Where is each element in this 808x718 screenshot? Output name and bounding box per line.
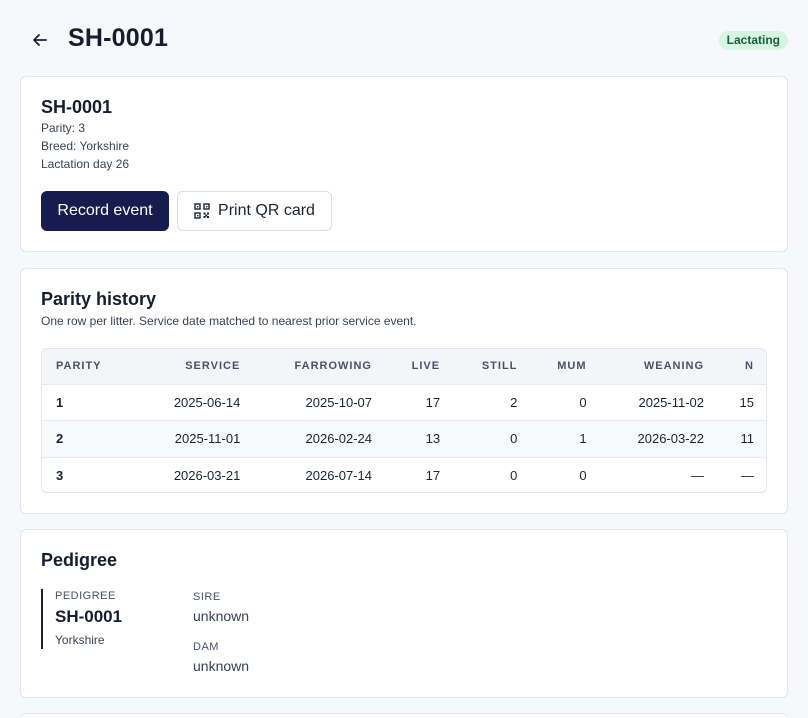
cell-parity: 2 bbox=[56, 431, 64, 447]
cell-weaning: 2026-03-22 bbox=[637, 431, 705, 447]
print-qr-card-button[interactable]: Print QR card bbox=[177, 191, 332, 231]
arrow-left-icon bbox=[33, 34, 47, 46]
column-header-live: LIVE bbox=[411, 360, 441, 373]
lactation-text: Lactation day 26 bbox=[41, 157, 130, 171]
top-bar: SH-0001 Lactating bbox=[0, 0, 808, 76]
animal-id: SH-0001 bbox=[41, 97, 113, 117]
pedigree-card: Pedigree PEDIGREE SH-0001 Yorkshire SIRE… bbox=[20, 529, 788, 698]
table-row: 1 2025-06-14 2025-10-07 17 2 0 2025-11-0… bbox=[42, 384, 766, 421]
sire-info: SIRE unknown bbox=[193, 591, 249, 624]
pedigree-name: SH-0001 bbox=[55, 607, 123, 626]
cell-live: 17 bbox=[425, 468, 441, 483]
parity-history-table: PARITY SERVICE FARROWING LIVE STILL MUM … bbox=[41, 348, 767, 493]
summary-card: SH-0001 Parity: 3 Breed: Yorkshire Lacta… bbox=[20, 76, 788, 252]
pedigree-label: PEDIGREE bbox=[55, 590, 116, 602]
parity-text: Parity: 3 bbox=[41, 121, 86, 135]
cell-farrowing: 2026-02-24 bbox=[305, 431, 373, 447]
print-qr-label: Print QR card bbox=[218, 202, 315, 219]
table-header-row: PARITY SERVICE FARROWING LIVE STILL MUM … bbox=[42, 349, 766, 384]
sire-label: SIRE bbox=[193, 591, 221, 603]
parity-history-title: Parity history bbox=[41, 289, 157, 309]
cell-parity: 3 bbox=[56, 468, 64, 483]
page-title: SH-0001 bbox=[68, 24, 169, 52]
next-card bbox=[20, 713, 788, 718]
dam-info: DAM unknown bbox=[193, 641, 249, 674]
cell-live: 17 bbox=[425, 394, 441, 410]
cell-n: 11 bbox=[740, 431, 755, 447]
pedigree-title: Pedigree bbox=[41, 550, 118, 570]
cell-weaning: — bbox=[691, 468, 705, 483]
qr-code-icon bbox=[194, 203, 210, 219]
cell-service: 2025-11-01 bbox=[174, 431, 241, 447]
column-header-weaning: WEANING bbox=[643, 360, 705, 373]
cell-farrowing: 2025-10-07 bbox=[305, 394, 373, 410]
parity-history-card: Parity history One row per litter. Servi… bbox=[20, 268, 788, 514]
cell-service: 2025-06-14 bbox=[173, 394, 241, 410]
cell-still: 2 bbox=[510, 394, 518, 410]
parity-history-subtitle: One row per litter. Service date matched… bbox=[41, 314, 417, 328]
cell-mum: 0 bbox=[579, 468, 587, 483]
table-row: 3 2026-03-21 2026-07-14 17 0 0 — — bbox=[42, 457, 766, 492]
cell-weaning: 2025-11-02 bbox=[638, 394, 705, 410]
column-header-still: STILL bbox=[481, 360, 518, 373]
column-header-service: SERVICE bbox=[185, 360, 241, 373]
back-button[interactable] bbox=[28, 28, 52, 52]
column-header-n: N bbox=[745, 360, 754, 373]
dam-label: DAM bbox=[193, 641, 219, 653]
cell-still: 0 bbox=[510, 468, 518, 483]
breed-text: Breed: Yorkshire bbox=[41, 139, 130, 153]
pedigree-breed: Yorkshire bbox=[55, 633, 105, 647]
cell-live: 13 bbox=[425, 431, 441, 447]
table-row: 2 2025-11-01 2026-02-24 13 0 1 2026-03-2… bbox=[42, 420, 766, 457]
column-header-farrowing: FARROWING bbox=[294, 360, 372, 373]
record-event-button[interactable]: Record event bbox=[41, 191, 169, 231]
cell-service: 2026-03-21 bbox=[173, 468, 241, 483]
cell-n: — bbox=[741, 468, 754, 483]
cell-n: 15 bbox=[739, 394, 754, 410]
column-header-mum: MUM bbox=[557, 360, 587, 373]
cell-still: 0 bbox=[510, 431, 518, 447]
sire-value: unknown bbox=[193, 608, 250, 624]
cell-mum: 1 bbox=[579, 431, 587, 447]
column-header-parity: PARITY bbox=[56, 360, 102, 373]
cell-parity: 1 bbox=[56, 394, 64, 410]
cell-farrowing: 2026-07-14 bbox=[305, 468, 373, 483]
cell-mum: 0 bbox=[579, 394, 587, 410]
dam-value: unknown bbox=[193, 658, 250, 674]
record-event-label: Record event bbox=[57, 202, 153, 219]
status-badge: Lactating bbox=[718, 31, 788, 50]
pedigree-subject: PEDIGREE SH-0001 Yorkshire bbox=[41, 589, 171, 649]
